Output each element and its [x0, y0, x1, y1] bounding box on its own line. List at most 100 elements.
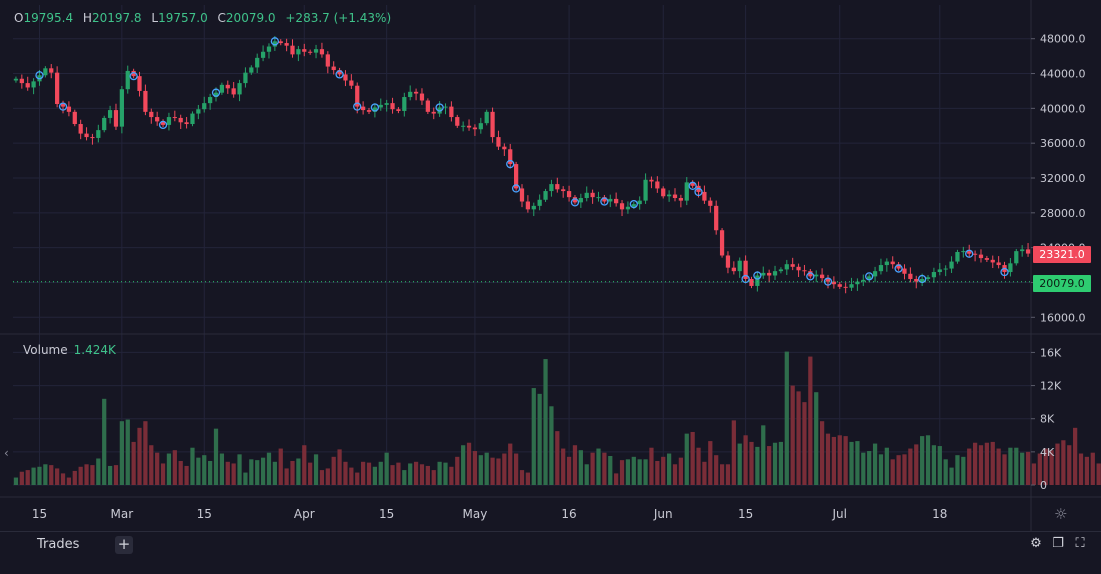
candle-body [231, 88, 236, 95]
volume-bar [413, 461, 419, 485]
volume-bar [878, 454, 884, 485]
sell-marker [741, 274, 750, 284]
buy-marker [806, 272, 815, 281]
time-tick-label: 15 [379, 507, 394, 521]
volume-bar [990, 441, 995, 485]
candle-body [1014, 251, 1019, 264]
candle-body [684, 182, 689, 201]
volume-bar [1090, 452, 1095, 485]
theme-toggle-icon[interactable]: ☼ [1054, 505, 1068, 523]
gear-icon[interactable]: ⚙ [1030, 536, 1042, 551]
volume-bar [1073, 427, 1078, 485]
volume-bar [431, 470, 436, 485]
volume-bar [160, 463, 166, 485]
high-value: 20197.8 [91, 11, 142, 25]
candle-body [66, 106, 72, 112]
volume-bar [237, 454, 242, 485]
collapse-left-icon[interactable]: ‹ [4, 446, 9, 460]
fullscreen-icon[interactable]: ⛶ [1075, 536, 1085, 551]
candle-body [419, 93, 425, 101]
candle-body [967, 251, 972, 254]
volume-bar [672, 464, 678, 485]
candle-body [343, 74, 348, 81]
volume-bar [378, 461, 383, 485]
add-tab-button[interactable]: + [115, 536, 133, 554]
candle-body [461, 125, 466, 127]
volume-bar [802, 402, 807, 485]
volume-bar [78, 466, 83, 485]
volume-bar [884, 447, 889, 485]
candle-body [272, 41, 277, 47]
popout-icon[interactable]: ❐ [1052, 536, 1064, 551]
volume-bar [996, 448, 1001, 485]
price-tick-label: 36000.0 [1040, 137, 1086, 150]
volume-bar [302, 445, 307, 485]
volume-bar [772, 442, 778, 485]
time-tick-label: May [463, 507, 488, 521]
candle-body [349, 80, 354, 86]
candle-body [219, 84, 225, 93]
volume-bar [490, 457, 495, 485]
volume-bar [172, 450, 177, 485]
candle-body [490, 111, 495, 138]
candle-body [949, 261, 954, 269]
candle-body [719, 230, 725, 256]
volume-bar [107, 465, 113, 485]
candle-body [478, 123, 483, 130]
volume-bar [296, 458, 301, 485]
volume-bar [1067, 445, 1072, 485]
candle-body [772, 271, 778, 276]
candle-body [767, 272, 772, 276]
volume-bar [166, 453, 172, 485]
volume-bar [125, 419, 130, 485]
candle-body [531, 205, 536, 210]
tab-trades[interactable]: Trades [37, 537, 80, 552]
candle-body [96, 130, 101, 138]
volume-bar [1055, 443, 1060, 485]
volume-bar [13, 477, 19, 485]
volume-bar [313, 454, 319, 485]
candle-body [113, 110, 119, 127]
volume-bar [608, 456, 613, 485]
candle-body [172, 117, 177, 119]
volume-tick-label: 16K [1040, 346, 1062, 359]
candle-body [378, 104, 383, 108]
volume-bar [602, 452, 607, 485]
volume-bar [366, 462, 372, 485]
volume-bar [461, 445, 466, 485]
candle-body [666, 194, 672, 197]
volume-bar [131, 441, 136, 485]
candle-body [255, 57, 260, 68]
buy-marker [35, 71, 44, 80]
volume-bar [849, 441, 854, 485]
volume-bar [37, 466, 42, 485]
volume-bar [761, 425, 766, 485]
volume-bar [690, 431, 695, 485]
candle-body [60, 104, 66, 107]
candle-body [13, 78, 19, 81]
volume-bar [319, 470, 325, 485]
volume-bar [219, 453, 225, 485]
candle-body [284, 43, 289, 46]
candle-body [208, 97, 213, 104]
candle-body [119, 89, 124, 127]
volume-bar [184, 465, 189, 485]
volume-bar [225, 461, 230, 485]
candle-body [25, 83, 30, 88]
buy-marker [965, 249, 974, 258]
buy-marker [694, 187, 703, 197]
candle-body [714, 205, 719, 231]
volume-bar [143, 421, 148, 485]
candle-body [131, 70, 136, 77]
volume-bar [631, 456, 636, 485]
volume-bar [984, 442, 989, 485]
volume-bar [361, 461, 366, 485]
buy-marker [158, 120, 168, 130]
candle-body [84, 133, 89, 138]
volume-bar [255, 460, 260, 485]
candle-body [31, 81, 36, 88]
candle-body [213, 92, 219, 98]
volume-bar [337, 449, 342, 485]
volume-bar [767, 446, 772, 485]
